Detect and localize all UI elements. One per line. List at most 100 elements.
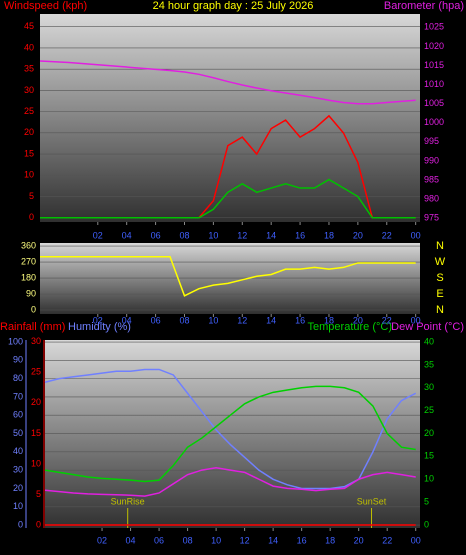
y3-tick-label: 15	[31, 428, 41, 438]
y2-tick-label: 1015	[424, 60, 444, 70]
plot-bg	[40, 243, 420, 314]
series-line	[44, 385, 416, 483]
annotation: SunSet	[357, 496, 387, 506]
x-tick-label: 12	[237, 230, 247, 240]
temp-label: Temperature (°C)	[308, 321, 392, 333]
y-tick-label: 35	[24, 64, 34, 74]
humidity-label: Humidity (%)	[68, 321, 131, 333]
y2-tick-label: 1000	[424, 117, 444, 127]
y3-tick-label: 20	[31, 397, 41, 407]
y2-tick-label: 1020	[424, 41, 444, 51]
x-tick-label: 12	[237, 315, 247, 325]
x-tick-label: 18	[324, 230, 334, 240]
y-tick-label: 40	[24, 42, 34, 52]
annotation: SunRise	[111, 496, 145, 506]
x-tick-label: 08	[183, 535, 193, 545]
y3-tick-label: 10	[31, 458, 41, 468]
y3-tick-label: 5	[36, 489, 41, 499]
x-tick-label: 22	[382, 315, 392, 325]
x-tick-label: 20	[353, 230, 363, 240]
y3-tick-label: 0	[36, 519, 41, 529]
x-tick-label: 14	[266, 315, 276, 325]
y2-tick-label: 20	[424, 428, 434, 438]
x-tick-label: 20	[354, 535, 364, 545]
y-tick-label: 70	[13, 391, 23, 401]
x-tick-label: 06	[154, 535, 164, 545]
dew-label: Dew Point (°C)	[391, 321, 464, 333]
y2-tick-label: 1010	[424, 79, 444, 89]
x-tick-label: 10	[208, 315, 218, 325]
y2-tick-label: 1025	[424, 22, 444, 32]
y2-tick-label: 15	[424, 451, 434, 461]
x-tick-label: 00	[411, 315, 421, 325]
x-tick-label: 08	[179, 315, 189, 325]
x-tick-label: 12	[240, 535, 250, 545]
rain-label: Rainfall (mm)	[0, 321, 65, 333]
y-tick-label: 30	[13, 465, 23, 475]
x-tick-label: 10	[208, 230, 218, 240]
y2-tick-label: 0	[424, 519, 429, 529]
x-tick-label: 02	[93, 230, 103, 240]
x-tick-label: 22	[382, 535, 392, 545]
x-tick-label: 14	[266, 230, 276, 240]
y-tick-label: 20	[13, 483, 23, 493]
x-tick-label: 16	[295, 315, 305, 325]
wind-label: Windspeed (kph)	[4, 0, 87, 12]
series-line	[44, 467, 416, 497]
x-tick-label: 00	[411, 535, 421, 545]
x-tick-label: 04	[122, 230, 132, 240]
x-tick-label: 16	[297, 535, 307, 545]
baro-label: Barometer (hpa)	[384, 0, 464, 12]
y-tick-label: 20	[24, 127, 34, 137]
y-tick-label: 50	[13, 428, 23, 438]
y-tick-label: 180	[21, 272, 36, 282]
y2-tick-label: 40	[424, 336, 434, 346]
x-tick-label: 00	[411, 230, 421, 240]
y-tick-label: 25	[24, 106, 34, 116]
y-tick-label: 0	[18, 519, 23, 529]
y2-tick-label: 995	[424, 136, 439, 146]
y-tick-label: 10	[13, 501, 23, 511]
x-tick-label: 20	[353, 315, 363, 325]
y-tick-label: 40	[13, 446, 23, 456]
compass-label: N	[436, 304, 444, 316]
y2-tick-label: 980	[424, 193, 439, 203]
y-tick-label: 45	[24, 21, 34, 31]
x-tick-label: 06	[151, 230, 161, 240]
compass-label: W	[435, 256, 446, 268]
x-tick-label: 22	[382, 230, 392, 240]
y-tick-label: 80	[13, 373, 23, 383]
y2-tick-label: 30	[424, 382, 434, 392]
y-tick-label: 30	[24, 85, 34, 95]
x-tick-label: 02	[97, 535, 107, 545]
x-tick-label: 16	[295, 230, 305, 240]
y-tick-label: 15	[24, 148, 34, 158]
compass-label: E	[436, 288, 443, 300]
y-tick-label: 90	[13, 355, 23, 365]
y2-tick-label: 35	[424, 359, 434, 369]
plot-bg	[40, 14, 420, 222]
x-tick-label: 08	[179, 230, 189, 240]
y2-tick-label: 1005	[424, 98, 444, 108]
x-tick-label: 06	[151, 315, 161, 325]
y-tick-label: 360	[21, 240, 36, 250]
x-tick-label: 04	[126, 535, 136, 545]
y2-tick-label: 25	[424, 405, 434, 415]
series-line	[39, 60, 416, 105]
y-tick-label: 100	[8, 336, 23, 346]
y-tick-label: 90	[26, 288, 36, 298]
x-tick-label: 14	[268, 535, 278, 545]
y-tick-label: 0	[31, 304, 36, 314]
y2-tick-label: 990	[424, 155, 439, 165]
y-tick-label: 60	[13, 410, 23, 420]
plot-bg	[45, 340, 420, 528]
y3-tick-label: 25	[31, 367, 41, 377]
y2-tick-label: 5	[424, 496, 429, 506]
y-tick-label: 10	[24, 170, 34, 180]
y3-tick-label: 30	[31, 336, 41, 346]
series-line	[40, 256, 416, 297]
x-tick-label: 18	[325, 535, 335, 545]
y2-tick-label: 985	[424, 174, 439, 184]
y-tick-label: 5	[29, 191, 34, 201]
